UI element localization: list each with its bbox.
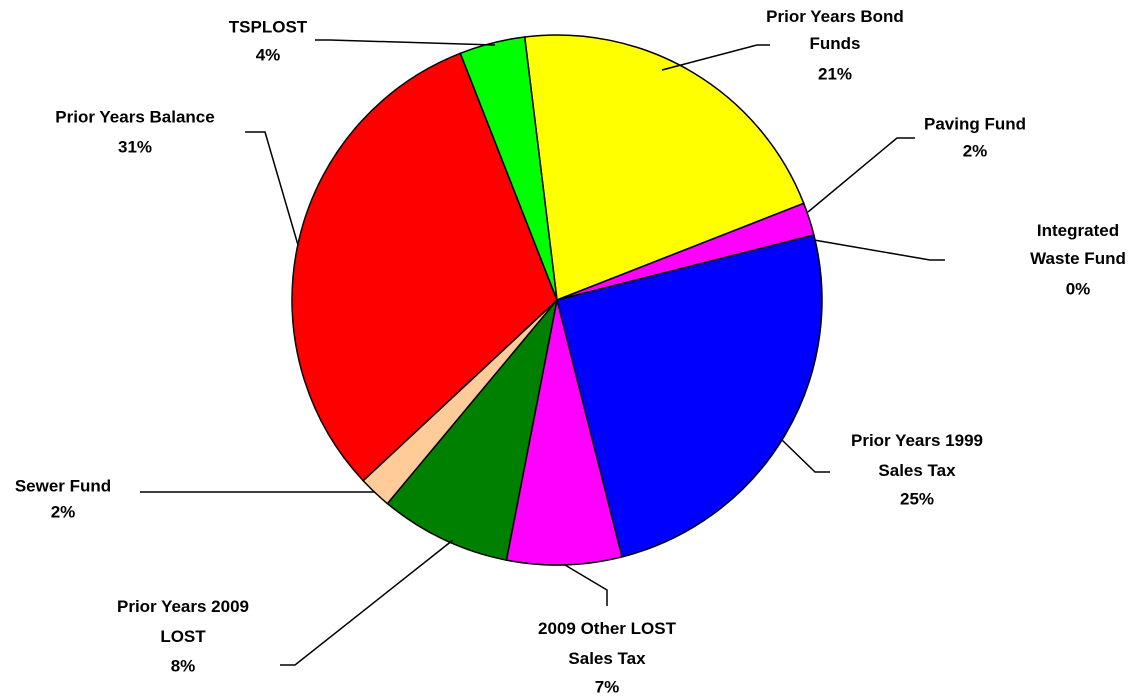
label-line: Sales Tax — [568, 649, 646, 668]
leader-line — [245, 131, 299, 246]
pie-slice — [459, 36, 558, 301]
slice-value-label: 7% — [595, 677, 620, 696]
label-line: Prior Years 2009 — [117, 597, 249, 616]
leader-line — [781, 439, 830, 473]
label-line: Prior Years 1999 — [851, 431, 983, 450]
leader-line — [807, 137, 915, 213]
slice-value-label: 8% — [171, 656, 196, 675]
pie-slice — [523, 34, 805, 302]
label-line: 2009 Other LOST — [538, 619, 677, 638]
slice-label: Sewer Fund — [15, 476, 111, 495]
slice-label: Prior Years Bond Funds — [766, 7, 904, 53]
label-line: Integrated — [1037, 221, 1119, 240]
pie-slice — [291, 52, 558, 482]
pie-slice — [505, 299, 623, 566]
slice-label: Paving Fund — [924, 114, 1026, 133]
leader-line — [564, 564, 608, 606]
slice-value-label: 2% — [963, 141, 988, 160]
leader-line — [661, 44, 770, 71]
label-line: Prior Years Bond — [766, 7, 904, 26]
slice-label: Integrated Waste Fund — [1030, 221, 1126, 268]
pie-slice — [556, 234, 823, 558]
leader-line — [280, 539, 454, 666]
slice-value-label: 31% — [118, 137, 152, 156]
leader-line — [315, 39, 496, 46]
slice-value-label: 21% — [818, 64, 852, 83]
slice-label: 2009 Other LOST Sales Tax — [538, 619, 677, 668]
slice-label: TSPLOST — [229, 17, 308, 36]
label-line: Sales Tax — [878, 461, 956, 480]
pie-slice — [386, 299, 558, 562]
label-line: Waste Fund — [1030, 249, 1126, 268]
slice-label: Prior Years 2009 LOST — [117, 597, 249, 646]
label-line: Funds — [810, 34, 861, 53]
slice-value-label: 4% — [256, 45, 281, 64]
label-line: LOST — [160, 627, 206, 646]
slice-label: Prior Years 1999 Sales Tax — [851, 431, 983, 480]
slice-label: Prior Years Balance — [55, 107, 214, 126]
slice-value-label: 0% — [1066, 279, 1091, 298]
slice-value-label: 2% — [51, 502, 76, 521]
leader-line — [813, 239, 945, 261]
slice-value-label: 25% — [900, 489, 934, 508]
